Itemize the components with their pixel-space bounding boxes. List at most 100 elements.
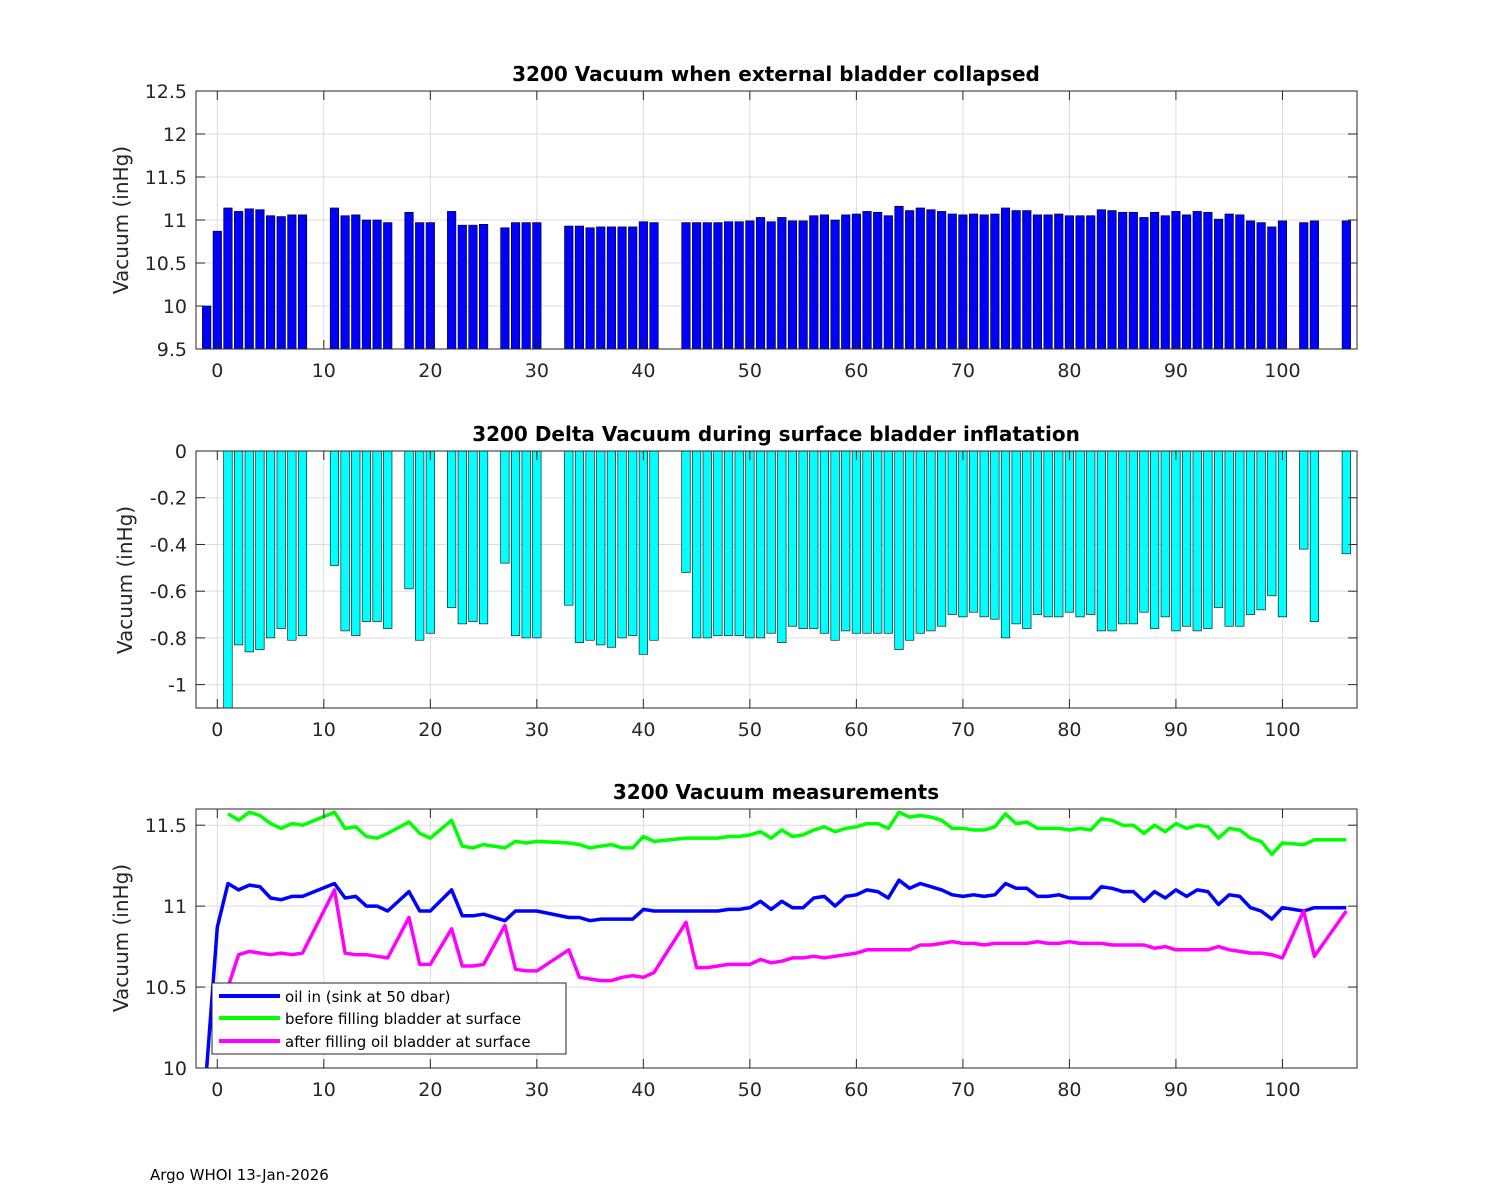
bar-x-95 [1224, 213, 1234, 350]
bar-x-22 [447, 211, 457, 350]
y-axis-label: Vacuum (inHg) [109, 146, 133, 294]
bar-x-6 [276, 216, 286, 350]
bar-x-29 [521, 222, 531, 350]
bar-x-41 [649, 222, 659, 350]
bar-x-73 [990, 213, 1000, 350]
bar-x-37 [606, 450, 616, 648]
x-tick-label: 50 [738, 719, 762, 741]
bar-x-56 [809, 215, 819, 350]
bar-x-35 [585, 227, 595, 350]
bar-x-1 [223, 207, 233, 350]
bar-x-106 [1341, 220, 1351, 350]
x-tick-label: 40 [631, 360, 655, 382]
bar-x-70 [958, 450, 968, 618]
bar-x-6 [276, 450, 286, 629]
y-tick-label: -1 [168, 675, 187, 697]
bar-x-62 [873, 211, 883, 350]
bar-x-91 [1182, 450, 1192, 627]
bar-x-56 [809, 450, 819, 629]
x-tick-label: 80 [1057, 1079, 1081, 1101]
bar-x-25 [479, 224, 489, 350]
y-tick-label: 11 [163, 896, 187, 918]
bar-x-82 [1086, 215, 1096, 350]
bar-x-44 [681, 222, 691, 350]
tick-group: 0 10 20 30 40 50 60 70 80 90 100 10 10.5 11 11.5 [145, 809, 1357, 1101]
x-tick-label: 10 [312, 360, 336, 382]
bar-x-99 [1267, 226, 1277, 350]
x-tick-label: 0 [211, 1079, 223, 1101]
bar-x-18 [404, 450, 414, 590]
bar-x-53 [777, 450, 787, 643]
bar-x-100 [1277, 450, 1288, 618]
bar-x-20 [425, 222, 435, 350]
y-axis-label: Vacuum (inHg) [113, 506, 137, 654]
bar-x-54 [787, 220, 798, 350]
bar-x-18 [404, 211, 414, 350]
bar-x-20 [425, 450, 435, 634]
bar-x-97 [1245, 220, 1256, 350]
series-line-1 [204, 878, 1347, 1069]
x-tick-label: 100 [1264, 1079, 1300, 1101]
legend-label-oil-in: oil in (sink at 50 dbar) [285, 988, 450, 1006]
legend-label-before-filling: before filling bladder at surface [285, 1010, 521, 1028]
bar-x-11 [329, 450, 340, 566]
bar-x-57 [819, 450, 829, 634]
panel-delta-vacuum: 0 10 20 30 40 50 60 70 80 90 100 -1 -0.8 -0.6 -0.4 -0.2… [113, 422, 1358, 741]
y-tick-label: -0.6 [150, 581, 187, 603]
bar-x-67 [926, 209, 936, 350]
y-tick-label: 9.5 [157, 339, 187, 361]
bar-x-87 [1139, 450, 1149, 613]
y-axis-label: Vacuum (inHg) [109, 864, 133, 1012]
bar-x-2 [234, 450, 244, 646]
bar-x-3 [244, 450, 254, 653]
bar-x--1 [202, 305, 212, 350]
bar-x-60 [851, 450, 861, 634]
bar-x-39 [628, 450, 638, 636]
bar-x-38 [617, 450, 627, 639]
bar-x-12 [340, 450, 350, 632]
bar-x-8 [297, 214, 308, 350]
x-tick-label: 0 [211, 360, 223, 382]
axes-box [195, 808, 1358, 1069]
x-tick-label: 60 [844, 719, 868, 741]
x-tick-label: 40 [631, 1079, 655, 1101]
x-tick-label: 50 [738, 360, 762, 382]
lines-group [204, 810, 1348, 1069]
bar-x-48 [724, 450, 734, 636]
y-tick-label: 10.5 [145, 253, 187, 275]
series-line-2 [227, 810, 1347, 857]
bar-x-14 [361, 219, 371, 350]
bar-x-7 [287, 214, 297, 350]
y-tick-label: 11 [163, 210, 187, 232]
panel-vacuum-measurements: 0 10 20 30 40 50 60 70 80 90 100 10 10.5 11 11.5 3200 … [109, 780, 1358, 1101]
bar-x-73 [990, 450, 1000, 620]
bar-x-40 [638, 221, 648, 350]
bar-x-76 [1022, 450, 1032, 629]
bar-x-90 [1171, 211, 1181, 350]
bar-x-36 [596, 226, 606, 350]
bar-x-38 [617, 226, 627, 350]
bar-x-75 [1011, 210, 1021, 350]
bar-x-64 [894, 205, 904, 350]
y-tick-label: 10.5 [145, 977, 187, 999]
bar-x-68 [937, 450, 947, 627]
bar-x-65 [905, 210, 915, 350]
bar-x-76 [1022, 210, 1032, 350]
bar-x-23 [457, 224, 467, 350]
panel-vacuum-collapsed: 0 10 20 30 40 50 60 70 80 90 100 9.5 10 10.5 11 11.5 12 1… [109, 62, 1358, 382]
tick-group: 0 10 20 30 40 50 60 70 80 90 100 -1 -0.8 -0.6 -0.4 -0.2… [150, 441, 1357, 741]
bar-x-47 [713, 450, 723, 636]
x-tick-label: 100 [1264, 360, 1300, 382]
bar-x-79 [1054, 213, 1064, 350]
y-tick-label: -0.2 [150, 488, 187, 510]
bar-x-103 [1309, 220, 1319, 350]
bar-x-30 [532, 450, 542, 639]
bar-x-87 [1139, 217, 1149, 350]
bar-x-50 [745, 220, 755, 350]
bar-x-69 [947, 450, 957, 615]
bar-x-49 [734, 221, 744, 350]
bar-x-61 [862, 450, 872, 634]
bar-x-75 [1011, 450, 1021, 625]
bar-x-70 [958, 214, 968, 350]
bar-x-60 [851, 213, 861, 350]
